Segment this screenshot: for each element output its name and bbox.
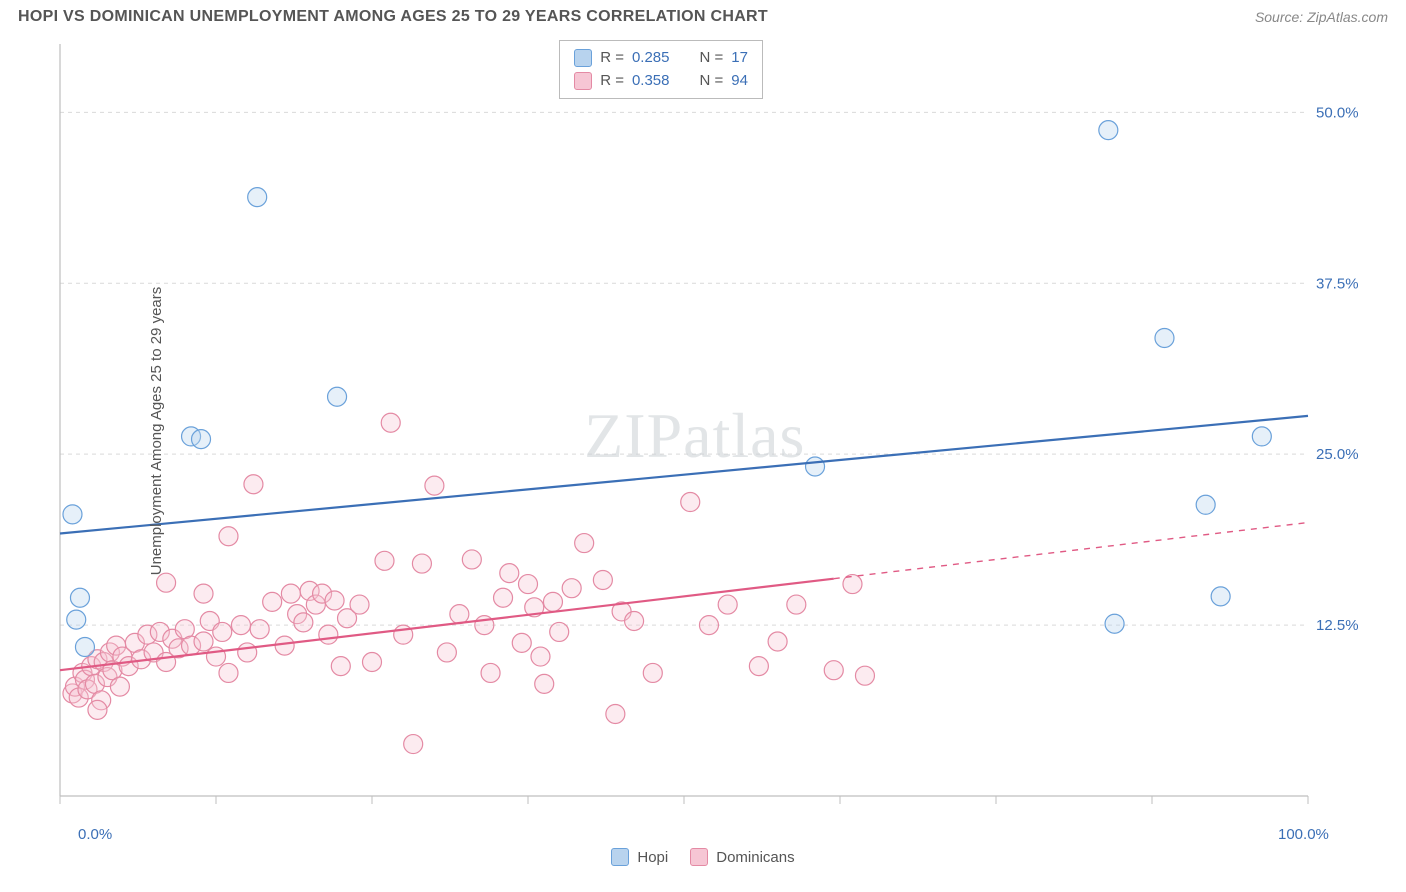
scatter-plot: 12.5% 25.0% 37.5% 50.0%: [18, 36, 1358, 826]
x-axis-labels: 0.0% 100.0%: [18, 826, 1388, 846]
svg-text:12.5%: 12.5%: [1316, 617, 1358, 634]
legend-swatch-icon: [690, 848, 708, 866]
svg-text:37.5%: 37.5%: [1316, 275, 1358, 292]
stat-row: R = 0.358N = 94: [574, 70, 748, 93]
x-min-label: 0.0%: [78, 826, 112, 843]
y-axis-label: Unemployment Among Ages 25 to 29 years: [148, 287, 165, 576]
stats-legend: R = 0.285N = 17R = 0.358N = 94: [559, 40, 763, 99]
x-max-label: 100.0%: [1278, 826, 1329, 843]
legend-swatch-icon: [611, 848, 629, 866]
legend-item: Hopi: [611, 848, 668, 866]
svg-text:25.0%: 25.0%: [1316, 446, 1358, 463]
svg-text:50.0%: 50.0%: [1316, 104, 1358, 121]
chart-area: Unemployment Among Ages 25 to 29 years 1…: [18, 36, 1388, 826]
stat-row: R = 0.285N = 17: [574, 47, 748, 70]
legend-swatch-icon: [574, 49, 592, 67]
chart-source: Source: ZipAtlas.com: [1255, 9, 1388, 25]
chart-header: HOPI VS DOMINICAN UNEMPLOYMENT AMONG AGE…: [0, 0, 1406, 30]
series-legend: Hopi Dominicans: [0, 848, 1406, 866]
chart-title: HOPI VS DOMINICAN UNEMPLOYMENT AMONG AGE…: [18, 8, 768, 26]
legend-item: Dominicans: [690, 848, 794, 866]
legend-swatch-icon: [574, 72, 592, 90]
